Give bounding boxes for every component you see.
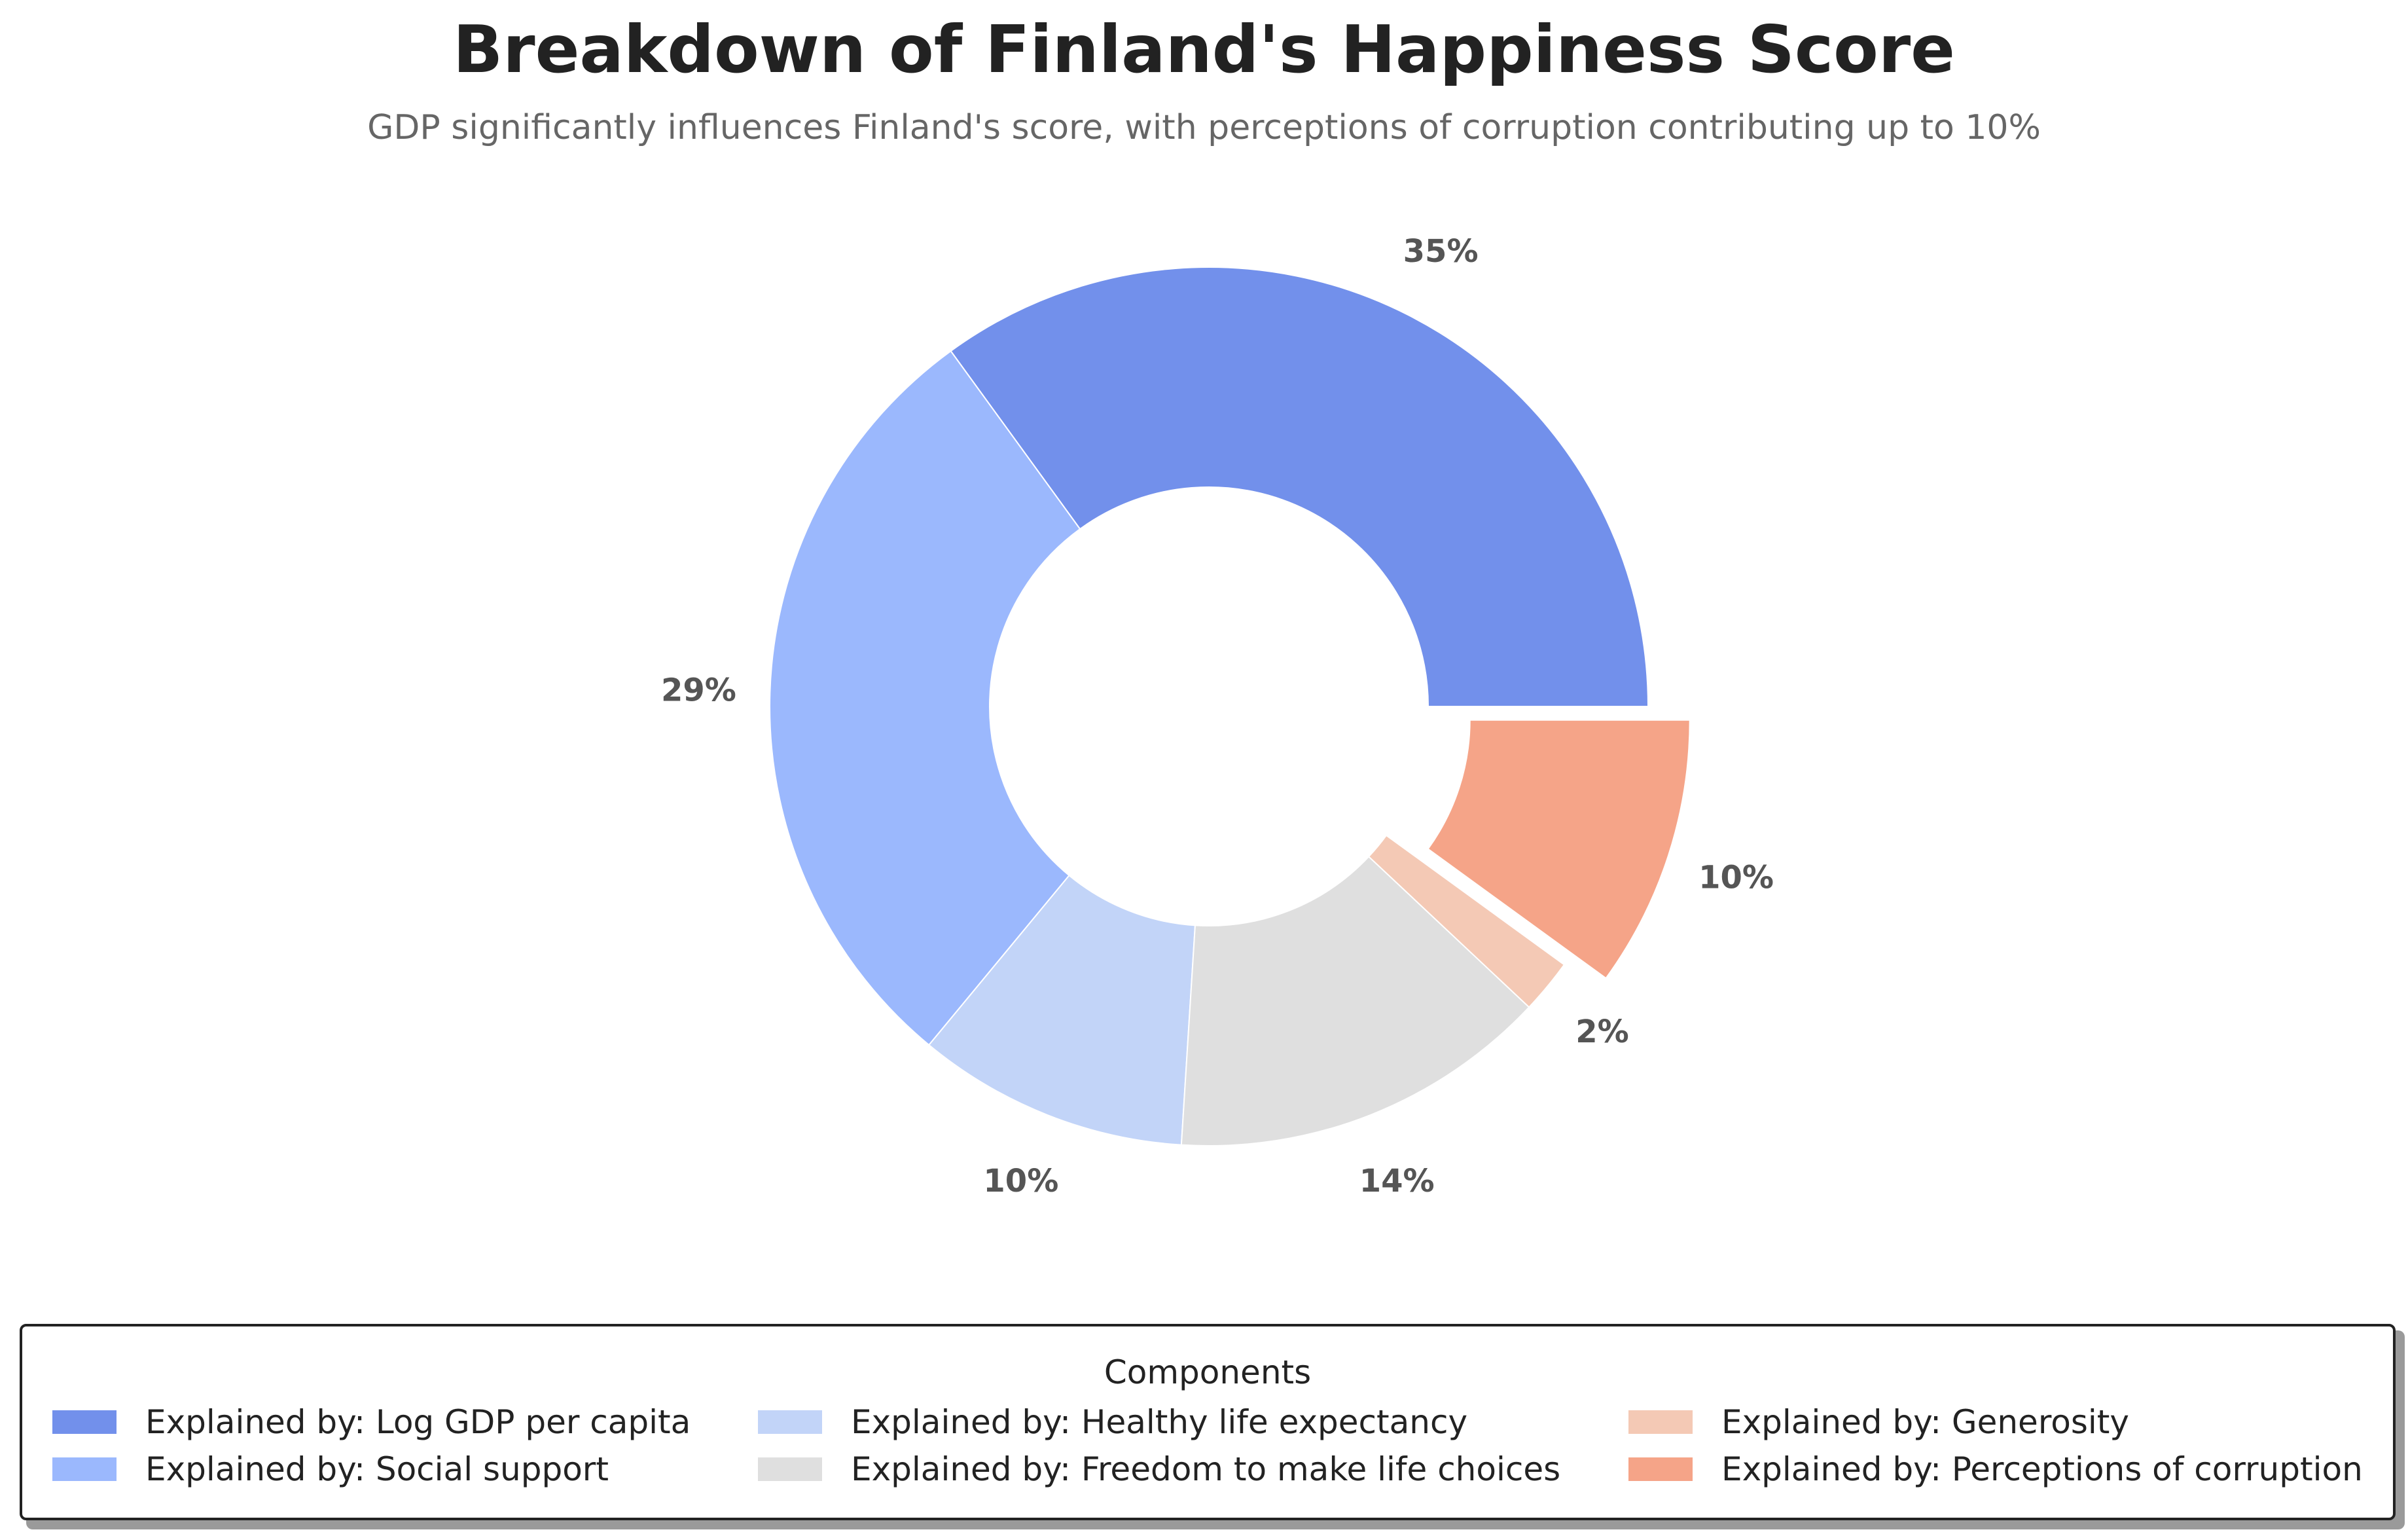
slice-generosity xyxy=(1367,834,1566,1008)
slice-social-support xyxy=(769,350,1081,1046)
legend-label-log-gdp: Explained by: Log GDP per capita xyxy=(145,1403,691,1441)
slice-label-freedom: 14% xyxy=(1359,1163,1435,1199)
legend-swatch-freedom xyxy=(758,1457,822,1481)
chart-subtitle: GDP significantly influences Finland's s… xyxy=(367,108,2041,147)
legend-label-social-support: Explained by: Social support xyxy=(145,1450,609,1488)
legend-label-generosity: Explained by: Generosity xyxy=(1721,1403,2129,1441)
slice-log-gdp xyxy=(950,266,1649,707)
legend-title: Components xyxy=(1104,1353,1312,1391)
legend-swatch-social-support xyxy=(52,1457,117,1481)
legend-swatch-corruption xyxy=(1628,1457,1693,1481)
labels-group: 35% 29% 10% 14% 2% 10% xyxy=(661,233,1774,1199)
slice-healthy-life xyxy=(927,874,1196,1146)
legend-label-healthy-life: Explained by: Healthy life expectancy xyxy=(851,1403,1468,1441)
chart-title: Breakdown of Finland's Happiness Score xyxy=(453,11,1955,88)
legend-item-log-gdp: Explained by: Log GDP per capita xyxy=(52,1401,691,1443)
legend: Components Explained by: Log GDP per cap… xyxy=(20,1324,2396,1520)
slice-label-social-support: 29% xyxy=(661,672,736,708)
slice-label-healthy-life: 10% xyxy=(983,1163,1058,1199)
legend-label-freedom: Explained by: Freedom to make life choic… xyxy=(851,1450,1561,1488)
legend-swatch-log-gdp xyxy=(52,1410,117,1434)
slice-corruption xyxy=(1427,719,1691,979)
legend-item-generosity: Explained by: Generosity xyxy=(1628,1401,2129,1443)
donut-chart: 35% 29% 10% 14% 2% 10% xyxy=(661,233,1774,1199)
slice-label-corruption: 10% xyxy=(1698,860,1774,896)
legend-item-healthy-life: Explained by: Healthy life expectancy xyxy=(758,1401,1467,1443)
legend-swatch-healthy-life xyxy=(758,1410,822,1434)
slice-label-log-gdp: 35% xyxy=(1403,233,1479,270)
slice-freedom xyxy=(1180,855,1530,1147)
legend-swatch-generosity xyxy=(1628,1410,1693,1434)
slice-label-generosity: 2% xyxy=(1575,1014,1629,1050)
legend-item-corruption: Explained by: Perceptions of corruption xyxy=(1628,1448,2363,1490)
legend-label-corruption: Explained by: Perceptions of corruption xyxy=(1721,1450,2363,1488)
legend-item-freedom: Explained by: Freedom to make life choic… xyxy=(758,1448,1560,1490)
slices-group xyxy=(769,266,1691,1147)
legend-item-social-support: Explained by: Social support xyxy=(52,1448,609,1490)
